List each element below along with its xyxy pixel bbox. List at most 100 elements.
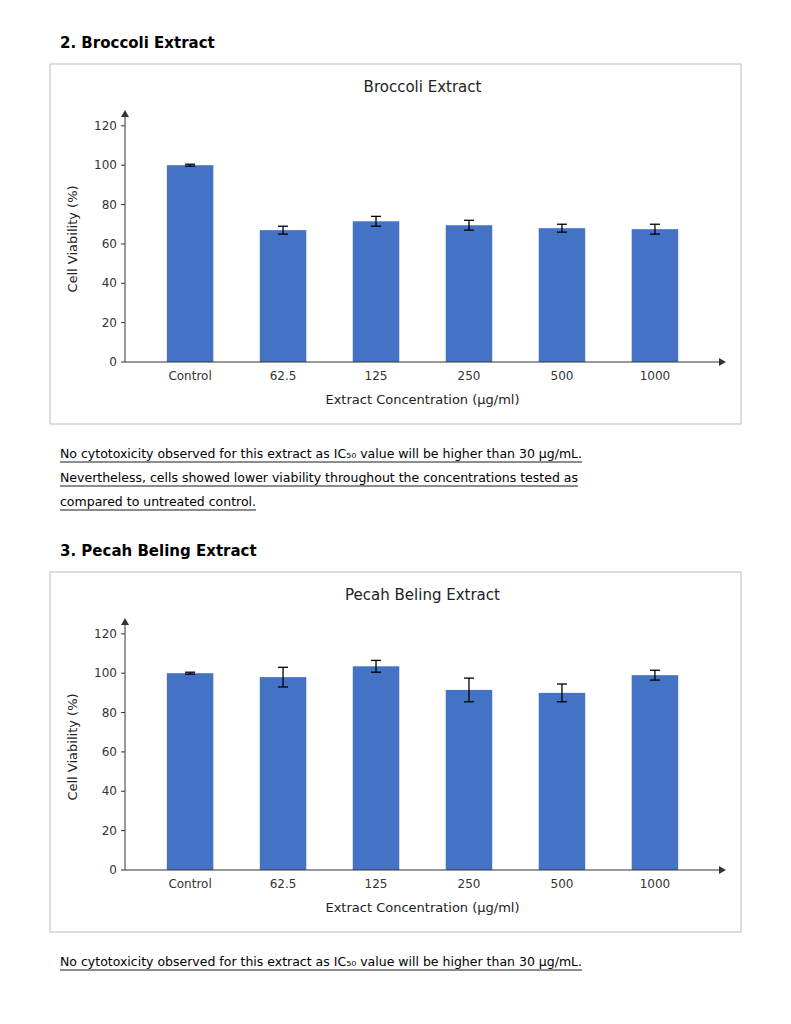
axis-arrow [719,358,726,366]
x-tick-label: 62.5 [270,369,297,383]
error-cap [650,224,660,225]
bar [353,666,399,870]
error-bar [371,660,381,672]
error-cap [464,701,474,702]
error-stem [654,670,655,680]
y-tick [121,712,125,713]
bar [260,230,306,362]
error-bar [371,216,381,226]
y-tick [121,791,125,792]
chart-border [50,64,741,424]
y-tick-label: 100 [94,666,117,680]
note-underline [60,462,582,463]
x-tick-label: 125 [365,877,388,891]
bar [446,690,492,870]
marks [167,164,678,362]
y-tick-label: 40 [102,276,117,290]
note-underline [60,486,578,487]
error-cap [557,224,567,225]
axis-arrow [719,866,726,874]
bar [167,165,213,362]
error-stem [468,220,469,230]
error-cap [557,683,567,684]
section-heading: 2. Broccoli Extract [60,34,215,52]
x-axis-label: Extract Concentration (µg/ml) [325,392,519,407]
y-tick-label: 60 [102,237,117,251]
bar [632,229,678,362]
note-text: Nevertheless, cells showed lower viabili… [60,470,578,485]
x-tick-label: 250 [458,877,481,891]
error-stem [654,224,655,234]
x-tick-label: 250 [458,369,481,383]
y-tick [121,243,125,244]
error-cap [278,667,288,668]
y-tick-label: 100 [94,158,117,172]
error-cap [371,660,381,661]
y-tick [121,322,125,323]
y-tick [121,633,125,634]
y-tick [121,125,125,126]
error-cap [464,229,474,230]
error-cap [371,216,381,217]
note-underline [60,970,582,971]
bar [539,693,585,870]
error-stem [561,224,562,232]
error-stem [375,660,376,672]
y-tick [121,283,125,284]
bar-chart: Broccoli Extract020406080100120Control62… [65,78,726,407]
section-heading: 3. Pecah Beling Extract [60,542,257,560]
error-bar [278,667,288,687]
error-cap [464,220,474,221]
x-tick-label: 1000 [640,369,671,383]
y-tick-label: 0 [109,355,117,369]
y-axis-label: Cell Viability (%) [65,693,80,800]
bar [260,677,306,870]
error-stem [375,216,376,226]
note-text: compared to untreated control. [60,494,256,509]
bar [539,228,585,362]
axis-arrow [121,618,129,625]
error-bar [557,684,567,702]
y-tick-label: 0 [109,863,117,877]
y-tick [121,204,125,205]
error-bar [185,672,195,674]
x-tick-label: 125 [365,369,388,383]
bar [167,673,213,870]
x-tick-label: 500 [551,369,574,383]
bar-chart: Pecah Beling Extract020406080100120Contr… [65,586,726,915]
x-tick-label: Control [168,369,211,383]
y-tick-label: 20 [102,316,117,330]
y-axis-line [125,624,126,870]
error-cap [185,166,195,167]
error-cap [185,672,195,673]
y-tick [121,830,125,831]
y-tick-label: 120 [94,627,117,641]
note-text: No cytotoxicity observed for this extrac… [60,446,582,461]
bar [632,675,678,870]
y-tick [121,751,125,752]
bar [446,225,492,362]
error-cap [650,233,660,234]
y-axis-label: Cell Viability (%) [65,185,80,292]
error-bar [464,220,474,230]
y-tick-label: 120 [94,119,117,133]
x-tick-label: Control [168,877,211,891]
y-tick [121,362,125,363]
error-bar [464,678,474,702]
error-cap [278,233,288,234]
y-tick-label: 80 [102,198,117,212]
error-cap [557,701,567,702]
note-text: No cytotoxicity observed for this extrac… [60,954,582,969]
x-axis-line [125,362,720,363]
y-tick-label: 60 [102,745,117,759]
error-cap [464,677,474,678]
x-tick-label: 500 [551,877,574,891]
y-tick-label: 80 [102,706,117,720]
bar [353,221,399,362]
axis-arrow [121,110,129,117]
note-underline [60,510,256,511]
y-tick-label: 20 [102,824,117,838]
error-cap [650,679,660,680]
y-tick [121,870,125,871]
error-stem [561,684,562,702]
